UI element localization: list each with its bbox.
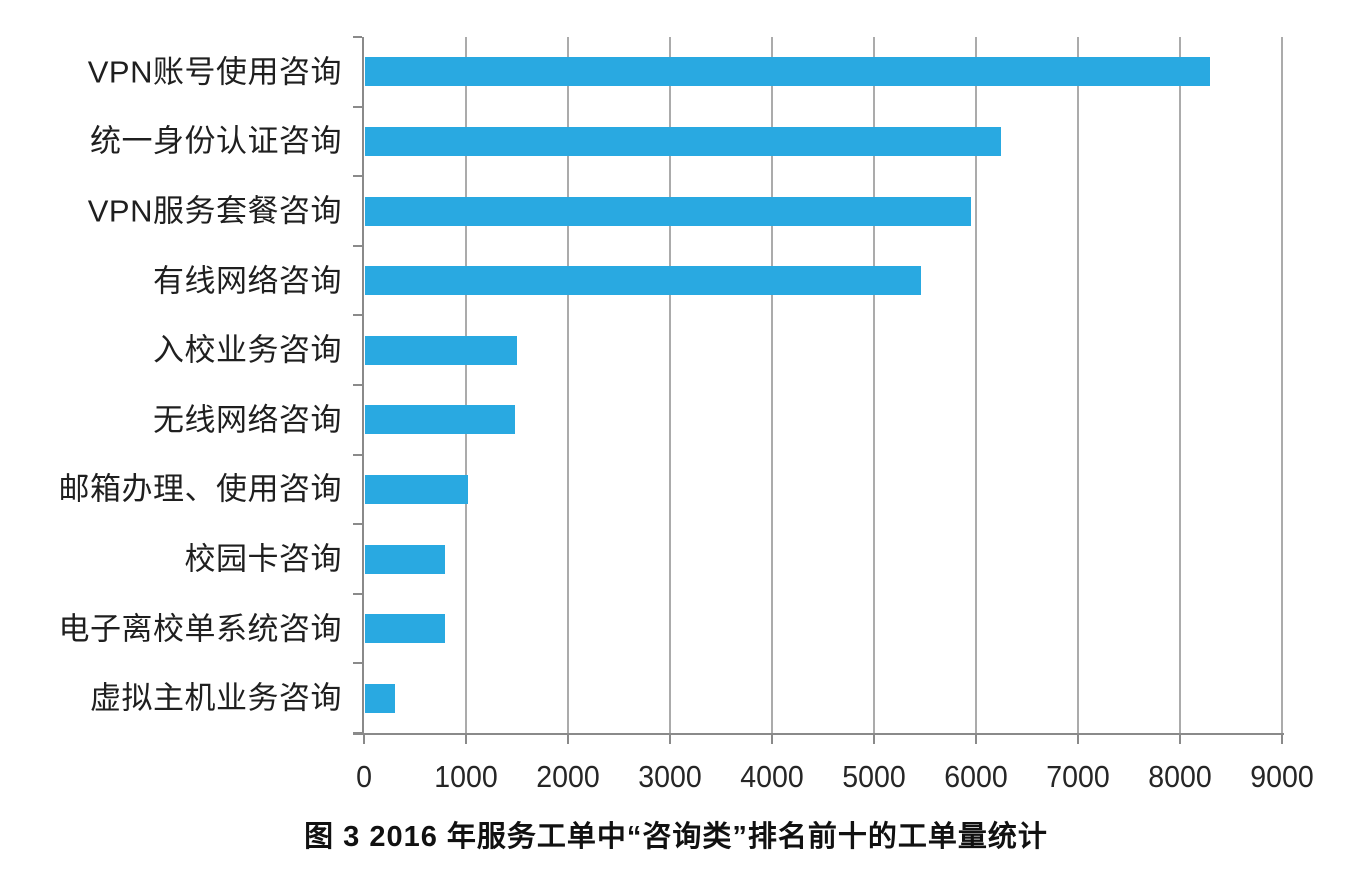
bar bbox=[365, 544, 445, 574]
bar bbox=[365, 126, 1002, 156]
y-axis-tick bbox=[353, 384, 362, 386]
x-axis-tick bbox=[771, 735, 773, 744]
x-axis-tick bbox=[1077, 735, 1079, 744]
x-tick-label: 7000 bbox=[1046, 759, 1110, 794]
vertical-gridline bbox=[1077, 37, 1079, 733]
category-label: 入校业务咨询 bbox=[153, 332, 342, 368]
vertical-gridline bbox=[873, 37, 875, 733]
x-axis-tick bbox=[1281, 735, 1283, 744]
y-axis-tick bbox=[353, 244, 362, 247]
vertical-gridline bbox=[669, 37, 671, 733]
vertical-gridline bbox=[771, 37, 773, 733]
vertical-gridline bbox=[567, 37, 569, 733]
x-axis-tick bbox=[873, 735, 875, 744]
category-label: VPN服务套餐咨询 bbox=[87, 193, 342, 229]
x-tick-label: 6000 bbox=[944, 759, 1008, 794]
x-axis-tick bbox=[975, 735, 977, 744]
x-tick-label: 0 bbox=[356, 759, 372, 794]
y-axis-tick bbox=[353, 314, 362, 317]
x-axis-tick bbox=[567, 735, 569, 744]
category-label: VPN账号使用咨询 bbox=[87, 54, 342, 90]
vertical-gridline bbox=[975, 37, 977, 733]
y-axis-tick bbox=[353, 105, 362, 108]
y-axis-tick bbox=[353, 662, 362, 665]
vertical-gridline bbox=[1281, 37, 1283, 733]
bar bbox=[365, 683, 395, 713]
y-axis-tick bbox=[353, 175, 362, 178]
x-axis-line bbox=[353, 733, 1284, 735]
x-tick-label: 3000 bbox=[638, 759, 702, 794]
x-tick-label: 9000 bbox=[1250, 759, 1314, 794]
category-label: 有线网络咨询 bbox=[153, 263, 342, 299]
x-tick-label: 5000 bbox=[842, 759, 906, 794]
y-axis-tick bbox=[353, 453, 362, 456]
x-axis-tick bbox=[465, 735, 467, 744]
bar bbox=[365, 474, 469, 504]
bar bbox=[365, 196, 971, 226]
category-label: 邮箱办理、使用咨询 bbox=[58, 471, 342, 507]
x-tick-label: 2000 bbox=[536, 759, 600, 794]
vertical-gridline bbox=[1179, 37, 1181, 733]
y-axis-line bbox=[362, 37, 364, 735]
vertical-gridline bbox=[465, 37, 467, 733]
bar bbox=[365, 57, 1210, 87]
x-tick-label: 4000 bbox=[740, 759, 804, 794]
figure-caption: 图 3 2016 年服务工单中“咨询类”排名前十的工单量统计 bbox=[304, 821, 1048, 853]
bar bbox=[365, 614, 445, 644]
y-axis-tick bbox=[353, 592, 362, 595]
bar bbox=[365, 335, 517, 365]
y-axis-tick bbox=[353, 523, 362, 526]
category-label: 无线网络咨询 bbox=[153, 402, 342, 438]
x-tick-label: 8000 bbox=[1148, 759, 1212, 794]
bar bbox=[365, 405, 515, 435]
category-label: 统一身份认证咨询 bbox=[90, 123, 342, 159]
category-label: 电子离校单系统咨询 bbox=[58, 611, 342, 647]
category-label: 校园卡咨询 bbox=[184, 541, 342, 577]
x-axis-tick bbox=[669, 735, 671, 744]
category-label: 虚拟主机业务咨询 bbox=[90, 680, 342, 716]
x-axis-tick bbox=[363, 735, 365, 744]
bar bbox=[365, 266, 921, 296]
x-tick-label: 1000 bbox=[434, 759, 498, 794]
x-axis-tick bbox=[1179, 735, 1181, 744]
y-axis-tick bbox=[353, 36, 362, 38]
